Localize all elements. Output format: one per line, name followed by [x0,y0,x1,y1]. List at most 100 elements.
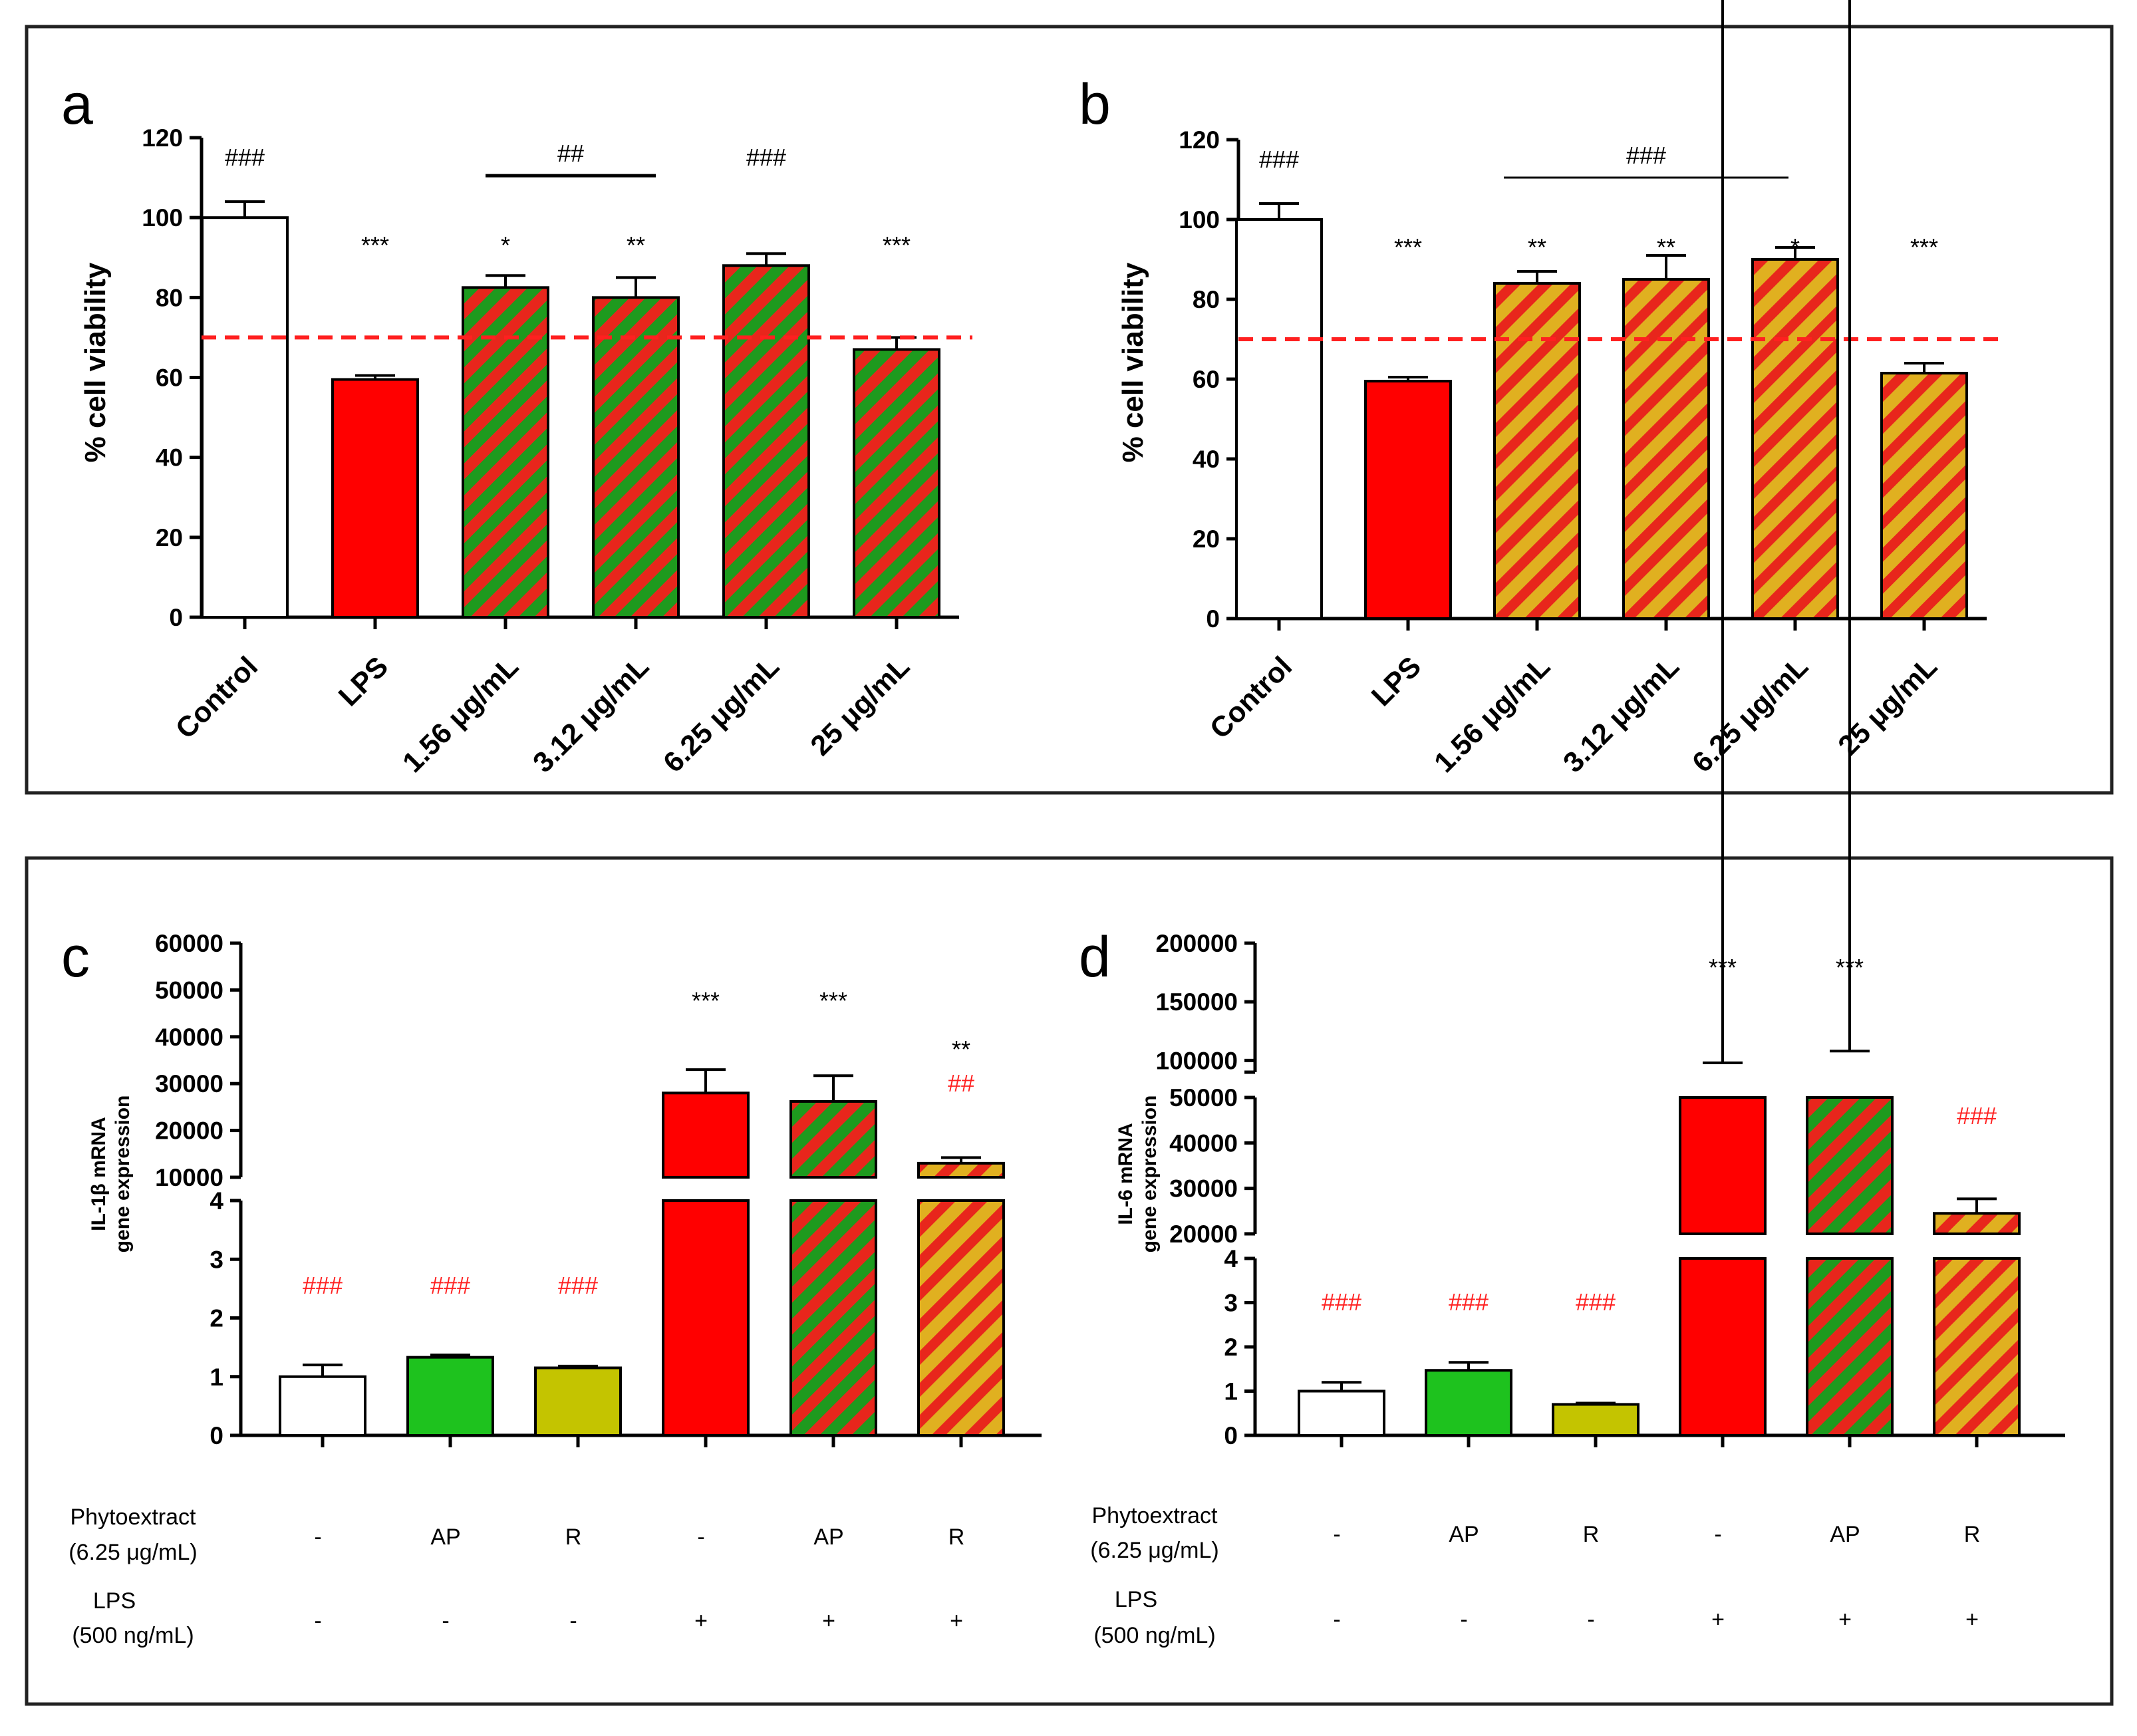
phyto-label-d-line2: (6.25 μg/mL) [1090,1538,1218,1563]
y-tick-label: 80 [1193,286,1220,313]
significance-hash: ### [1957,1102,1997,1129]
y-tick-label: 150000 [1156,988,1238,1016]
y-tick-label: 3 [210,1246,223,1273]
significance-stars: *** [361,231,389,259]
y-tick-label: 2 [1224,1334,1238,1361]
lps-label-c-line2: (500 ng/mL) [72,1623,194,1648]
bar [1751,258,1839,620]
y-tick-label: 1 [210,1364,223,1391]
ylabel-c-line2: gene expression [112,1095,134,1253]
bracket-label: ## [557,140,584,167]
lps-label-c-line1: LPS [93,1588,136,1614]
ylabel-a: % cell viability [79,262,112,462]
bar-segment [1679,1257,1767,1437]
bar [1622,278,1710,620]
bar-segment [1298,1389,1385,1437]
significance-stars: *** [883,231,911,259]
y-tick-label: 100 [1179,206,1220,233]
lps-cell: - [1333,1607,1340,1632]
lps-label-d-line1: LPS [1115,1587,1157,1612]
significance-stars: * [501,231,510,259]
lps-cell: - [442,1608,449,1634]
y-tick-label: 60 [156,364,183,392]
phyto-cell: AP [813,1524,843,1550]
bar [853,348,940,619]
lps-cell: - [1460,1607,1467,1632]
significance-stars: ** [1528,233,1546,261]
significance-hash: ### [1322,1288,1361,1316]
phyto-cell: AP [430,1524,460,1550]
lps-cell: + [1838,1607,1852,1632]
lps-label-d-line2: (500 ng/mL) [1093,1623,1215,1648]
significance-stars: *** [1910,233,1938,261]
bar-segment [789,1199,877,1437]
phyto-label-c-line1: Phytoextract [71,1505,197,1530]
bar-segment [789,1099,877,1179]
bar [1880,372,1968,620]
bar-segment [1933,1257,2021,1437]
x-tick-label: LPS [1365,651,1427,712]
y-tick-label: 30000 [155,1070,223,1097]
x-tick-label: Control [170,651,264,745]
bar [1364,380,1452,620]
significance-stars: *** [819,987,847,1014]
bar-segment [1679,1096,1767,1235]
lps-cell: - [314,1608,321,1634]
y-tick-label: 40 [156,444,183,472]
y-tick-label: 50000 [155,976,223,1004]
x-tick-label: Control [1204,651,1298,745]
significance-hash: ## [948,1070,974,1097]
y-tick-label: 60000 [155,930,223,957]
y-tick-label: 4 [1224,1245,1238,1272]
y-tick-label: 200000 [1156,930,1238,957]
y-tick-label: 40000 [155,1024,223,1051]
significance-hash: ### [225,144,265,171]
bar-segment [279,1375,366,1437]
y-tick-label: 0 [1224,1422,1238,1449]
x-tick-label: 1.56 μg/mL [396,651,525,779]
panel-label-a: a [61,72,93,136]
bracket-label: ### [1626,142,1666,169]
significance-stars: ** [952,1036,970,1063]
significance-stars: *** [1394,233,1422,261]
significance-hash: ### [1449,1288,1489,1316]
x-tick-label: 1.56 μg/mL [1428,651,1556,779]
y-tick-label: 80 [156,284,183,311]
y-tick-label: 0 [1206,605,1220,633]
x-tick-label: 6.25 μg/mL [657,651,785,779]
phyto-cell: - [697,1524,704,1550]
lps-cell: - [569,1608,577,1634]
plot-d: 0123420000300004000050000100000150000200… [1156,0,2065,1632]
phyto-cell: - [1333,1522,1340,1547]
y-tick-label: 20 [156,524,183,551]
significance-hash: ### [430,1272,470,1299]
ylabel-d-line2: gene expression [1139,1095,1161,1253]
significance-hash: ### [746,144,786,171]
ylabel-c-line1: IL-1β mRNA [88,1117,110,1231]
lps-cell: + [1711,1607,1725,1632]
phyto-label-d-line1: Phytoextract [1092,1503,1218,1528]
bar-segment [406,1356,494,1437]
ylabel-d-line1: IL-6 mRNA [1115,1123,1137,1225]
bar-segment [917,1199,1005,1437]
lps-cell: + [950,1608,963,1634]
y-tick-label: 30000 [1169,1175,1238,1203]
significance-stars: *** [692,987,720,1014]
plot-a: 0 20 40 60 80 100 120 Control ### LPS *** 1.56 μg/m… [142,124,972,779]
y-tick-label: 100000 [1156,1047,1238,1074]
bar-segment [917,1161,1005,1179]
x-tick-label: 3.12 μg/mL [1557,651,1685,779]
bar [201,216,289,619]
y-tick-label: 100 [142,204,183,231]
y-tick-label: 120 [1179,126,1220,154]
lps-cell: + [822,1608,835,1634]
y-tick-label: 4 [210,1187,223,1215]
y-tick-label: 0 [210,1422,223,1449]
y-tick-label: 0 [169,604,183,631]
y-tick-label: 120 [142,124,183,152]
top-panel-frame [25,25,2114,795]
x-tick-label: LPS [333,651,394,712]
y-tick-label: 1 [1224,1378,1238,1405]
y-tick-label: 2 [210,1305,223,1332]
